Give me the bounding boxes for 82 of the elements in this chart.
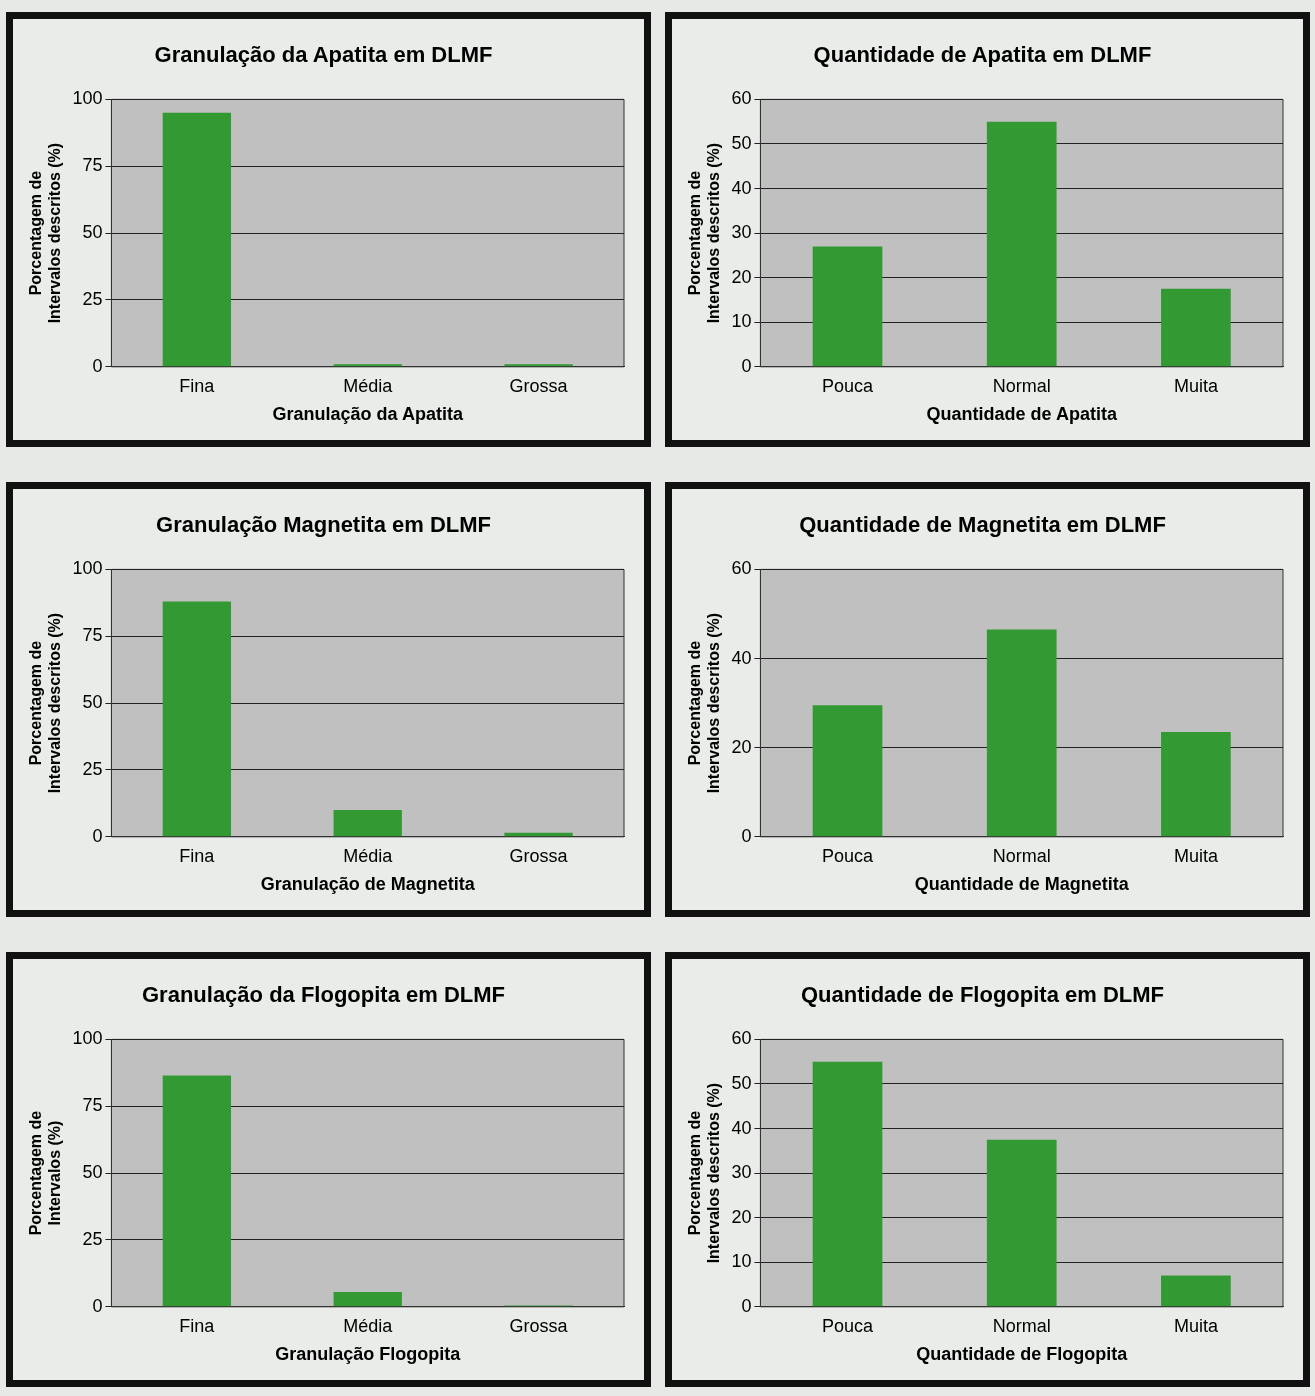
- y-axis-title: Porcentagem de Intervalos descritos (%): [27, 142, 64, 324]
- x-tick-label: Fina: [179, 845, 216, 866]
- y-tick-label: 100: [72, 1028, 103, 1049]
- y-tick-label: 20: [731, 1206, 752, 1227]
- bar: [986, 629, 1057, 837]
- x-tick-label: Pouca: [821, 845, 875, 866]
- y-tick-label: 50: [731, 132, 752, 153]
- y-tick-label: 40: [731, 647, 752, 668]
- x-axis-title: Quantidade de Apatita: [926, 404, 1118, 425]
- chart-title: Quantidade de Apatita em DLMF: [813, 42, 1152, 68]
- y-tick-label: 50: [82, 692, 103, 713]
- y-tick-label: 30: [731, 222, 752, 243]
- y-tick-label: 0: [741, 1295, 752, 1316]
- y-tick-label: 30: [731, 1162, 752, 1183]
- bar: [333, 1292, 402, 1307]
- y-tick-label: 100: [72, 88, 103, 109]
- chart-title: Granulação da Flogopita em DLMF: [141, 982, 506, 1008]
- x-axis-title: Quantidade de Magnetita: [914, 874, 1130, 895]
- y-tick-label: 75: [82, 1095, 103, 1116]
- x-tick-label: Pouca: [821, 1315, 875, 1336]
- y-tick-label: 10: [731, 1251, 752, 1272]
- x-tick-label: Muita: [1173, 1315, 1219, 1336]
- y-tick-label: 50: [82, 222, 103, 243]
- x-axis-title: Granulação Flogopita: [275, 1344, 462, 1365]
- x-tick-label: Média: [343, 1315, 394, 1336]
- bar: [1161, 1275, 1231, 1307]
- y-tick-label: 25: [82, 288, 103, 309]
- x-tick-label: Fina: [179, 1315, 216, 1336]
- bar: [812, 705, 883, 837]
- y-tick-label: 50: [82, 1162, 103, 1183]
- chart-title: Quantidade de Flogopita em DLMF: [801, 982, 1164, 1008]
- x-tick-label: Fina: [179, 375, 216, 396]
- bar: [333, 810, 402, 837]
- y-axis-title: Porcentagem de Intervalos descritos (%): [686, 612, 723, 794]
- x-tick-label: Grossa: [509, 375, 569, 396]
- x-axis-title: Quantidade de Flogopita: [916, 1344, 1129, 1365]
- y-tick-label: 20: [731, 736, 752, 757]
- bar: [1161, 288, 1231, 367]
- x-tick-label: Muita: [1173, 845, 1219, 866]
- y-tick-label: 60: [731, 1028, 752, 1049]
- y-tick-label: 25: [82, 758, 103, 779]
- bar: [162, 1075, 232, 1307]
- y-tick-label: 0: [741, 355, 752, 376]
- y-tick-label: 75: [82, 625, 103, 646]
- y-axis-title: Porcentagem de Intervalos descritos (%): [686, 142, 723, 324]
- y-tick-label: 0: [741, 825, 752, 846]
- bar: [812, 1061, 883, 1307]
- x-tick-label: Média: [343, 375, 394, 396]
- bar: [986, 1139, 1057, 1307]
- x-axis-title: Granulação de Magnetita: [260, 874, 476, 895]
- x-tick-label: Grossa: [509, 845, 569, 866]
- x-tick-label: Muita: [1173, 375, 1219, 396]
- y-axis-title: Porcentagem de Intervalos descritos (%): [27, 612, 64, 794]
- y-tick-label: 60: [731, 558, 752, 579]
- y-axis-title: Porcentagem de Intervalos (%): [27, 1110, 64, 1236]
- chart-title: Quantidade de Magnetita em DLMF: [799, 512, 1166, 538]
- y-tick-label: 0: [92, 355, 103, 376]
- y-axis-title: Porcentagem de Intervalos descritos (%): [686, 1082, 723, 1264]
- bar: [162, 601, 232, 837]
- y-tick-label: 60: [731, 88, 752, 109]
- y-tick-label: 50: [731, 1072, 752, 1093]
- chart-title: Granulação da Apatita em DLMF: [154, 42, 493, 68]
- chart-title: Granulação Magnetita em DLMF: [156, 512, 491, 538]
- bar: [986, 121, 1057, 367]
- x-tick-label: Média: [343, 845, 394, 866]
- x-tick-label: Normal: [992, 1315, 1051, 1336]
- y-tick-label: 0: [92, 1295, 103, 1316]
- y-tick-label: 100: [72, 558, 103, 579]
- y-tick-label: 40: [731, 1117, 752, 1138]
- y-tick-label: 20: [731, 266, 752, 287]
- bar: [1161, 732, 1231, 837]
- x-tick-label: Grossa: [509, 1315, 569, 1336]
- y-tick-label: 40: [731, 177, 752, 198]
- x-tick-label: Normal: [992, 375, 1051, 396]
- x-axis-title: Granulação da Apatita: [272, 404, 464, 425]
- y-tick-label: 10: [731, 311, 752, 332]
- y-tick-label: 0: [92, 825, 103, 846]
- y-tick-label: 75: [82, 155, 103, 176]
- x-tick-label: Normal: [992, 845, 1051, 866]
- y-tick-label: 25: [82, 1228, 103, 1249]
- x-tick-label: Pouca: [821, 375, 875, 396]
- bar: [812, 246, 883, 367]
